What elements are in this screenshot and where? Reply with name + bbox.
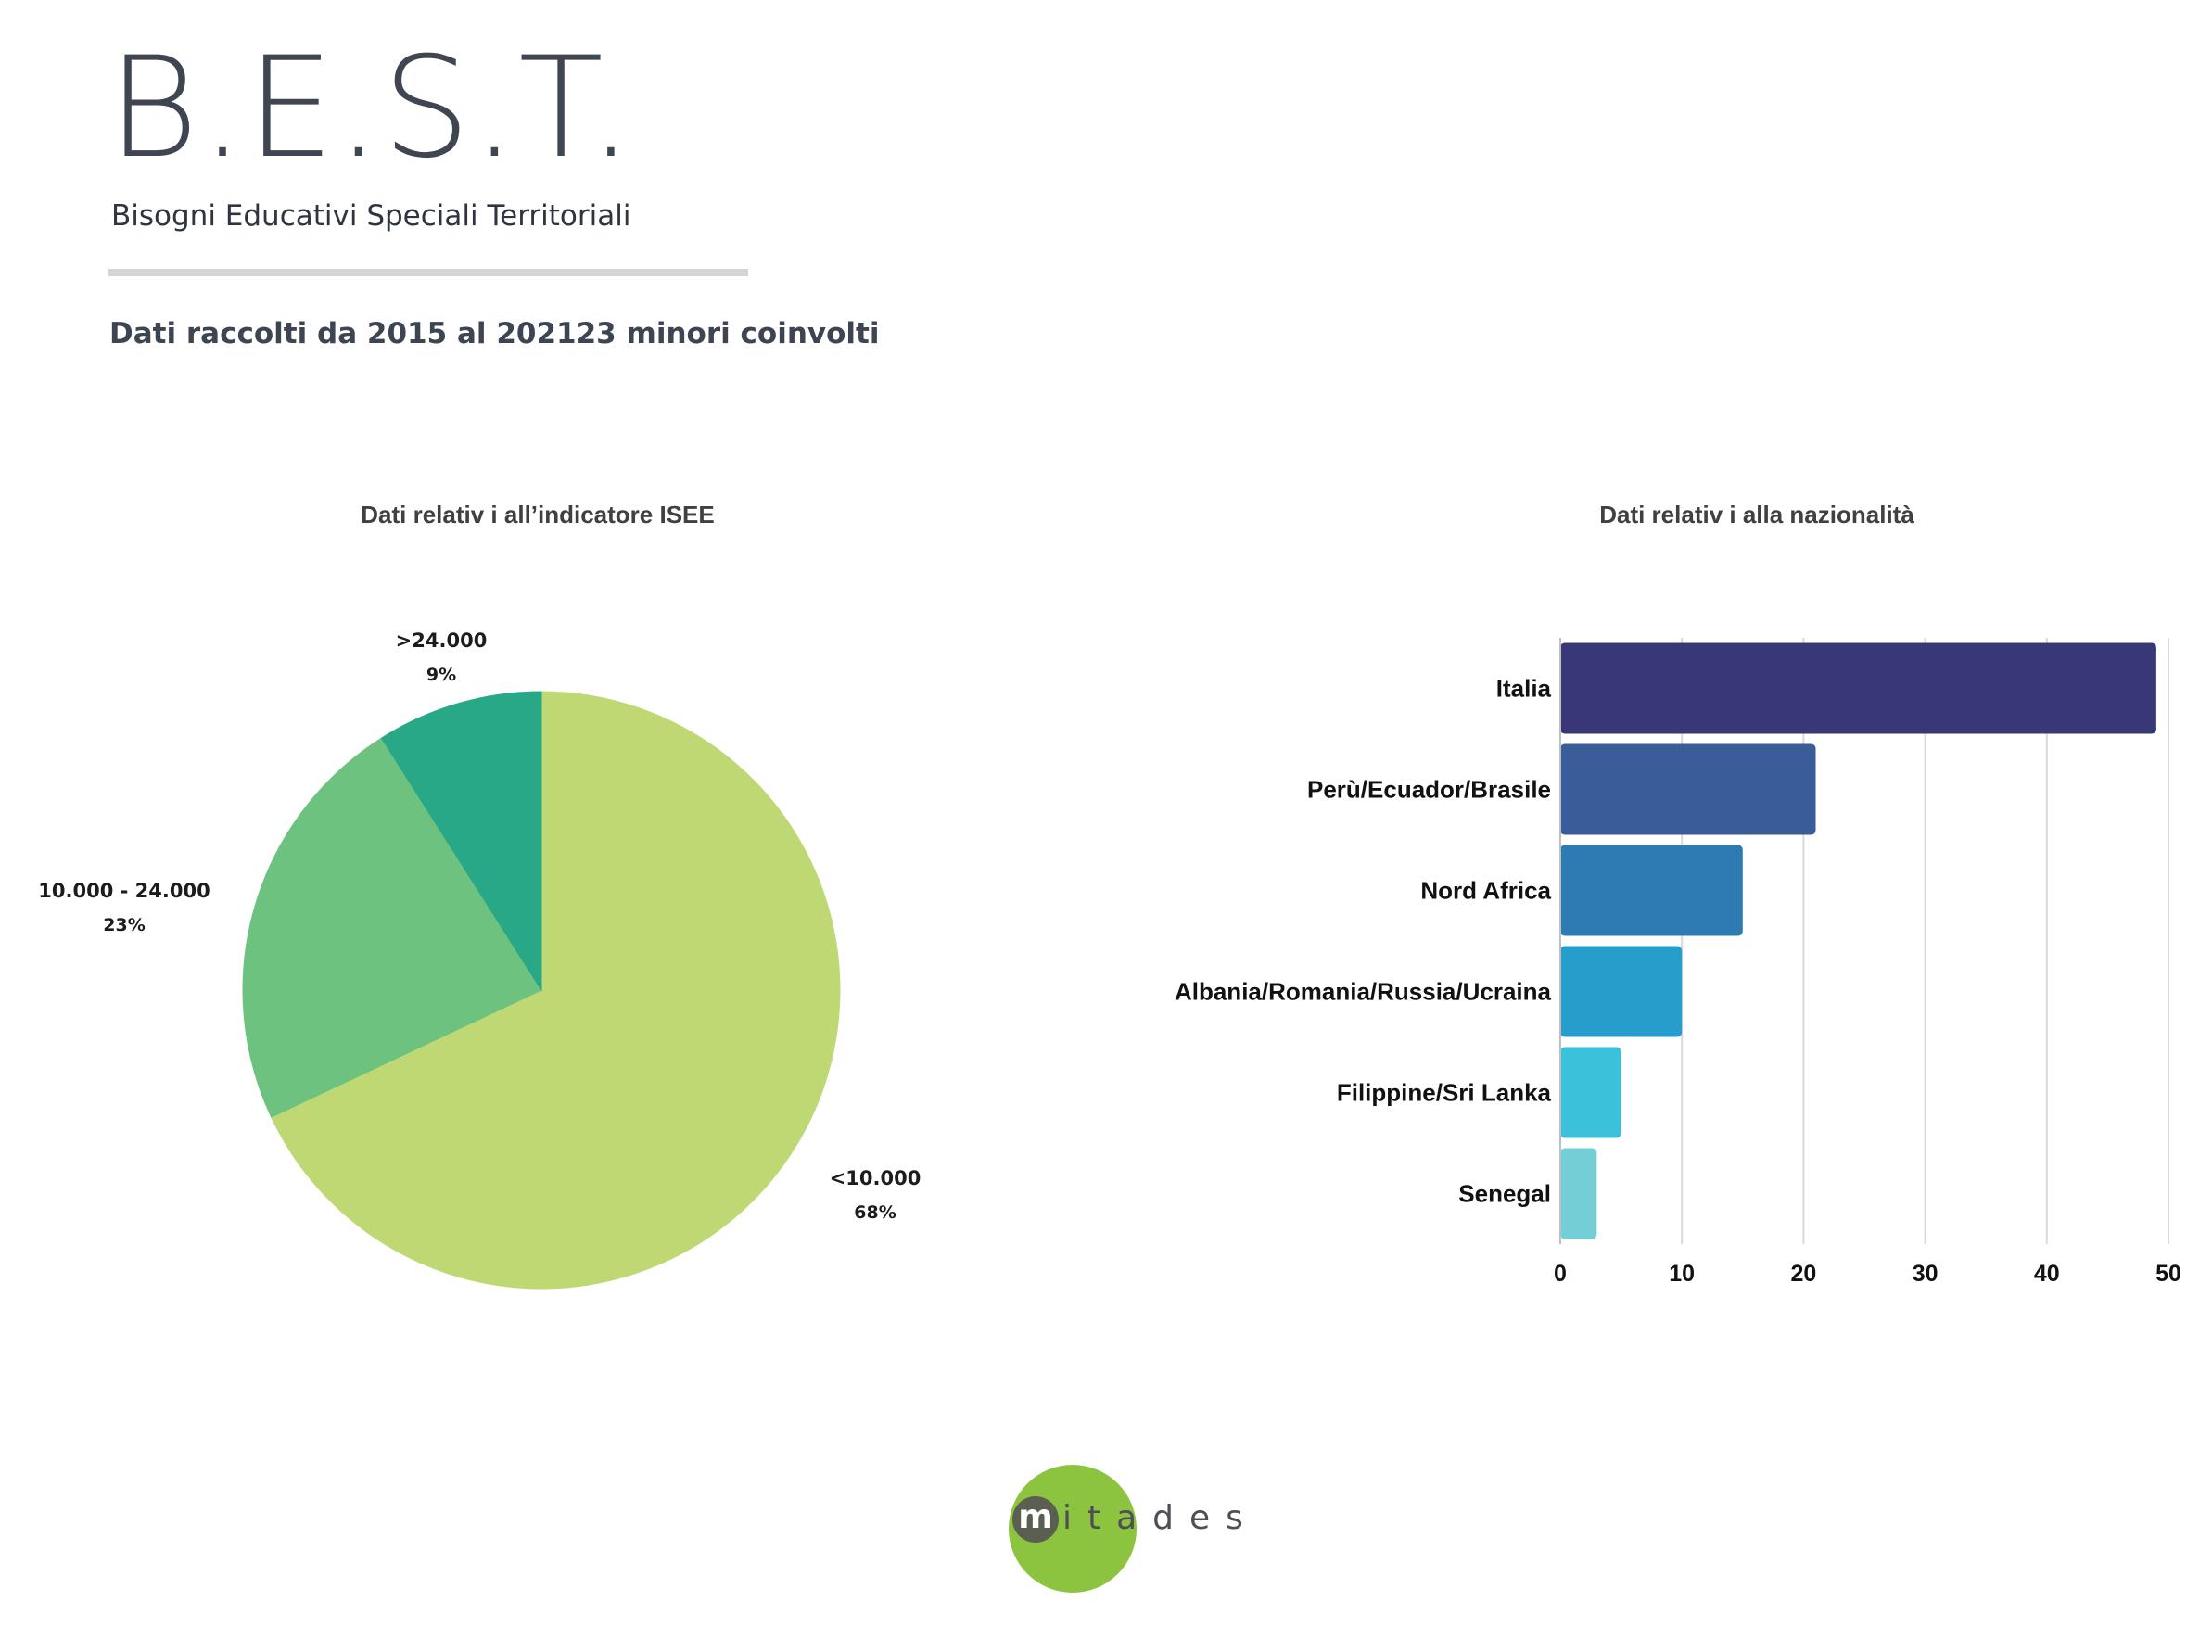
mitades-logo: m itades: [1009, 1465, 1243, 1595]
y-category-label: Filippine/Sri Lanka: [1337, 1079, 1552, 1107]
bar: [1560, 642, 2156, 734]
pie-slice: [242, 737, 542, 1118]
bar: [1560, 845, 1743, 936]
pie-slice-label: 10.000 - 24.000: [38, 880, 210, 902]
logo-letter-m: m: [1012, 1496, 1059, 1543]
y-category-label: Senegal: [1458, 1180, 1551, 1208]
bar: [1560, 946, 1683, 1037]
page-subtitle: Bisogni Educativi Speciali Territoriali: [111, 199, 631, 233]
y-category-label: Perù/Ecuador/Brasile: [1307, 776, 1551, 804]
pie-slice-label: >24.000: [396, 629, 488, 652]
y-category-label: Italia: [1496, 675, 1552, 703]
title-divider: [108, 269, 748, 276]
pie-slice: [380, 691, 542, 992]
pie-slice-percent: 68%: [854, 1202, 896, 1223]
pie-slice-label: <10.000: [830, 1167, 922, 1189]
bar: [1560, 743, 1816, 835]
bar-chart-title: Dati relativ i alla nazionalità: [1599, 501, 1914, 528]
pie-chart-title: Dati relativ i all’indicatore ISEE: [361, 501, 715, 528]
x-tick-label: 0: [1554, 1261, 1567, 1287]
pie-slice-percent: 9%: [426, 665, 456, 685]
x-tick-label: 40: [2034, 1261, 2060, 1287]
bar: [1560, 1148, 1597, 1239]
y-category-label: Nord Africa: [1420, 877, 1551, 905]
x-tick-label: 30: [1913, 1261, 1939, 1287]
page-title: B.E.S.T.: [108, 28, 635, 189]
pie-slice-percent: 23%: [103, 915, 145, 935]
x-tick-label: 20: [1790, 1261, 1816, 1287]
x-tick-label: 10: [1669, 1261, 1695, 1287]
logo-text: itades: [1062, 1499, 1259, 1537]
pie-slice: [270, 691, 841, 1290]
y-category-label: Albania/Romania/Russia/Ucraina: [1175, 978, 1552, 1006]
data-heading: Dati raccolti da 2015 al 202123 minori c…: [109, 317, 880, 350]
x-tick-label: 50: [2155, 1261, 2181, 1287]
bar: [1560, 1047, 1621, 1138]
